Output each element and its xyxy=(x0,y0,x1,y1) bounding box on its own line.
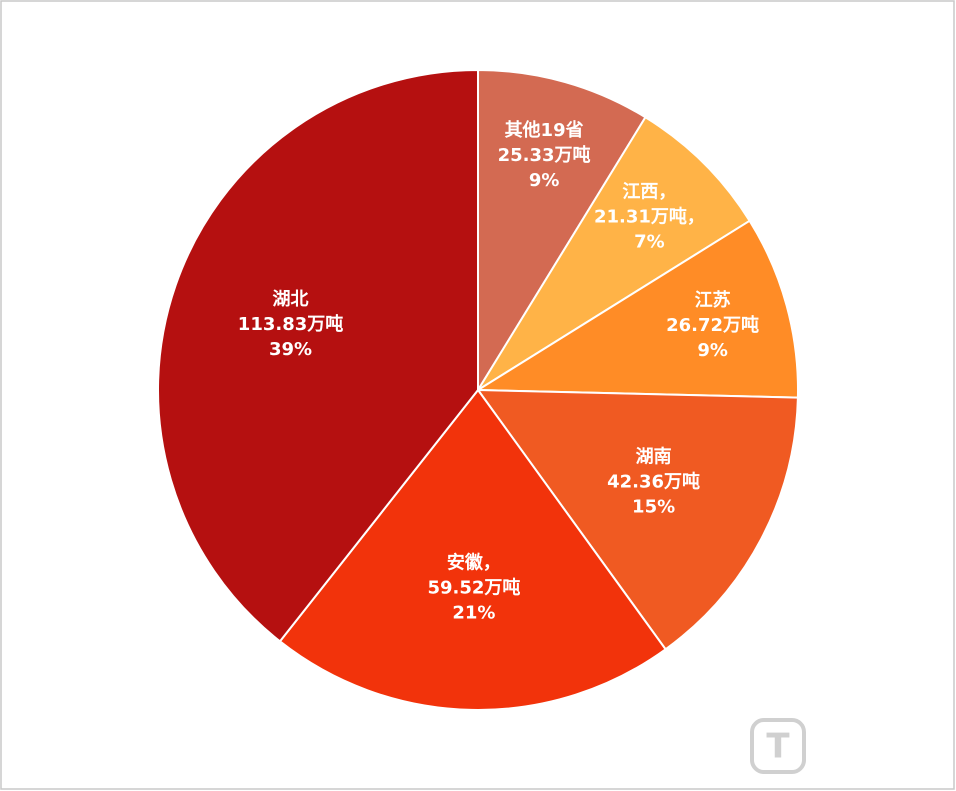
data-label: 15% xyxy=(632,496,675,517)
data-label: 江西， xyxy=(622,181,676,202)
logo: T xyxy=(750,718,806,774)
pie-slice xyxy=(477,68,647,394)
pie-slice xyxy=(474,219,799,399)
pie-slice xyxy=(278,388,667,711)
data-label: 安徽， xyxy=(447,551,501,573)
data-label: 25.33万吨 xyxy=(498,144,591,166)
pie-slice xyxy=(476,388,799,651)
pie-slice xyxy=(157,68,479,643)
data-label: 21.31万吨， xyxy=(594,205,705,227)
data-label: 其他19省 xyxy=(505,119,584,141)
pie-slice xyxy=(477,115,752,391)
data-label: 26.72万吨 xyxy=(666,314,759,336)
data-label: 21% xyxy=(452,602,495,623)
data-label: 7% xyxy=(634,231,665,252)
data-label: 39% xyxy=(269,339,312,360)
logo-icon xyxy=(750,718,806,774)
data-label: 湖南 xyxy=(636,445,672,467)
logo-letter: T xyxy=(766,727,790,767)
data-label: 59.52万吨 xyxy=(427,576,520,598)
data-label: 江苏 xyxy=(695,289,731,311)
data-label: 9% xyxy=(697,340,728,361)
data-label: 42.36万吨 xyxy=(607,470,700,492)
data-label: 113.83万吨 xyxy=(238,313,343,335)
data-label: 湖北 xyxy=(273,289,309,310)
data-label: 9% xyxy=(529,170,560,191)
